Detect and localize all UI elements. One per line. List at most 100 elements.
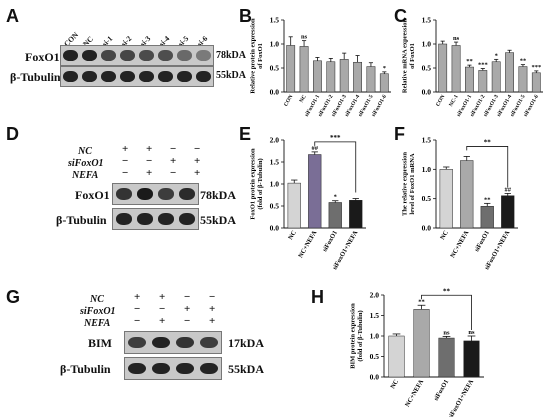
blot-g-row2-label: β-Tubulin: [60, 362, 111, 376]
blot-a-row1-band: [196, 50, 211, 61]
y-axis-label: The relative expressionlevel of FoxO1 mR…: [402, 152, 417, 216]
bracket-label: ***: [330, 134, 341, 142]
significance-bracket: [421, 294, 472, 330]
bar: [505, 52, 514, 93]
blot-g-row1-band: [127, 336, 147, 349]
blot-d-row1-label: FoxO1: [75, 188, 110, 202]
significance-label: ##: [505, 186, 512, 193]
category-label: NC: [389, 378, 400, 390]
panel-label-e: E: [239, 124, 252, 144]
blot-d-row1-kda: 78kDA: [200, 188, 237, 202]
bar: [438, 337, 455, 378]
y-tick-label: 0.0: [422, 224, 432, 233]
bar: [501, 195, 515, 229]
bar: [379, 73, 389, 93]
blot-d-row2-band: [179, 213, 196, 225]
bar: [349, 200, 363, 229]
blot-a-row2-band: [82, 71, 97, 82]
y-tick-label: 0.5: [270, 202, 280, 211]
significance-label: ns: [443, 329, 450, 336]
bar: [366, 66, 376, 93]
significance-label: **: [484, 196, 491, 203]
blot-d-sign: −: [122, 155, 129, 167]
bar: [439, 169, 453, 229]
bar: [353, 61, 362, 93]
blot-d-cond-sifoxo1: siFoxO1: [68, 158, 104, 169]
y-tick-label: 2.0: [270, 136, 280, 145]
blot-a-row2-kda: 55kDA: [216, 70, 247, 81]
bar: [451, 45, 461, 93]
blot-a-row1-band: [120, 50, 135, 61]
blot-g-row1-strip: [124, 331, 222, 354]
blot-d-row1-band: [158, 188, 175, 200]
significance-label: *: [334, 194, 337, 201]
bar: [313, 60, 322, 93]
y-tick-label: 0.0: [422, 88, 432, 97]
category-label: NC+NEFA: [297, 229, 318, 259]
bar: [287, 182, 301, 229]
blot-d-sign: −: [146, 155, 153, 167]
blot-g-sign: +: [134, 291, 141, 303]
blot-a-row1-strip: [60, 45, 214, 66]
significance-label: *: [495, 52, 498, 59]
chart-h: 0.0 0.5 1.0 1.5 2.0 BIM protein expression(fo…: [350, 287, 484, 417]
blot-g-sign: +: [209, 315, 216, 327]
blot-a-row1-band: [139, 50, 154, 61]
blot-g-sign: −: [134, 315, 141, 327]
bar: [413, 309, 430, 378]
panel-label-d: D: [6, 124, 19, 144]
blot-g-sign: +: [159, 291, 166, 303]
blot-d-sign: −: [122, 167, 129, 179]
bracket-label: **: [484, 138, 492, 146]
significance-label: **: [466, 58, 473, 65]
bar: [518, 66, 528, 93]
y-tick-label: 1.5: [270, 158, 280, 167]
blot-d-row1-band: [136, 188, 153, 200]
bar: [463, 340, 480, 378]
blot-a-row1-band: [158, 50, 173, 61]
blot-g-sign: −: [159, 303, 166, 315]
blot-d-row1-band: [115, 188, 132, 200]
blot-g-row2-strip: [124, 357, 222, 380]
y-tick-label: 0.5: [422, 194, 432, 203]
category-label: NC+NEFA: [449, 229, 470, 259]
blot-g-sign: +: [209, 303, 216, 315]
panel-label-b: B: [239, 6, 252, 26]
blot-a-row1-band: [63, 50, 78, 61]
y-tick-label: 0.0: [270, 88, 280, 97]
blot-g-row1-band: [175, 336, 195, 349]
bar: [465, 66, 474, 93]
chart-b: 0.0 0.5 1.0 1.5 Relative protein expressiono…: [250, 16, 391, 118]
y-tick-label: 1.5: [270, 16, 280, 25]
category-label: siFoxO1: [473, 230, 491, 254]
blot-a-row1-band: [82, 50, 97, 61]
significance-label: **: [520, 58, 527, 65]
y-axis-label: Relative mRNA expressionof FoxO1: [402, 18, 417, 93]
category-label: CON: [435, 94, 446, 108]
chart-f: 0.0 0.5 1.0 1.5 The relative expressionlevel…: [402, 136, 518, 271]
blot-a-row2-band: [139, 71, 154, 82]
y-tick-label: 0.0: [370, 373, 380, 382]
blot-a-row2-band: [101, 71, 116, 82]
significance-bracket: [466, 146, 509, 188]
blot-a-row2-band: [120, 71, 135, 82]
blot-g-row1-label: BIM: [88, 336, 112, 350]
bar: [480, 206, 494, 229]
significance-label: *: [383, 65, 386, 72]
y-tick-label: 0.0: [270, 224, 280, 233]
blot-d-sign: +: [194, 167, 201, 179]
category-label: NC: [299, 94, 308, 104]
blot-a-row1-band: [177, 50, 192, 61]
bar: [388, 335, 405, 378]
blot-g-cond-sifoxo1: siFoxO1: [80, 306, 116, 317]
blot-d-sign: +: [146, 167, 153, 179]
chart-e: 0.0 0.5 1.0 1.5 2.0 FoxO1 protein expression(…: [250, 134, 366, 271]
blot-g-sign: +: [159, 315, 166, 327]
blot-g-row2-kda: 55kDA: [228, 362, 265, 376]
blot-d-sign: +: [146, 143, 153, 155]
blot-d-row2-band: [158, 213, 175, 225]
blot-a-row1-kda: 78kDA: [216, 50, 247, 61]
blot-g-row1-kda: 17kDA: [228, 336, 265, 350]
bar: [460, 160, 474, 229]
